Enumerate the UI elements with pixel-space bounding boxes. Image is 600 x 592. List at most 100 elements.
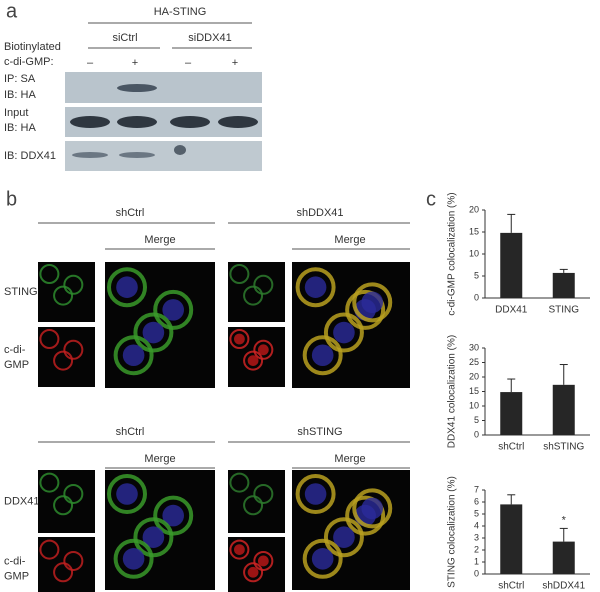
row-label: DDX41 [4,495,39,507]
bar [552,541,575,574]
cell [253,550,274,571]
nucleus [361,291,384,314]
y-axis-label: DDX41 colocalization (%) [447,335,458,448]
cell [133,517,174,558]
group-label: siCtrl [112,32,137,44]
nucleus [247,566,259,578]
bar [500,392,523,435]
panel-label: a [6,0,18,22]
cell [352,282,393,323]
panel-label: c [426,188,436,210]
error-bar [559,268,568,273]
cell [253,274,274,295]
cell [153,289,194,330]
cell [63,483,84,504]
micrograph [38,470,95,533]
blot-label: IB: DDX41 [4,150,56,162]
nucleus [234,333,245,345]
y-tick-label: 3 [474,532,479,542]
merge-label: Merge [334,234,365,246]
x-tick-label: STING [548,305,579,316]
x-tick-label: shSTING [543,442,584,453]
y-tick-label: 10 [469,400,479,410]
x-tick-label: shCtrl [498,442,524,453]
cell [53,350,74,371]
cell [253,483,274,504]
blot [65,107,262,137]
cell [352,488,393,529]
bar [500,504,523,574]
nucleus [162,504,184,527]
cell [39,539,60,560]
y-axis-label: STING colocalization (%) [447,476,458,588]
blot-label: IB: HA [4,122,36,134]
y-tick-label: 5 [474,508,479,518]
cell [345,495,386,536]
y-tick-label: 6 [474,496,479,506]
nucleus [116,483,138,505]
blot [65,72,262,103]
nucleus [142,526,165,548]
row-label: GMP [4,570,29,582]
x-tick-label: shDDX41 [542,581,585,592]
row-header: Biotinylated [4,41,61,53]
y-tick-label: 30 [469,342,479,352]
error-bar [507,494,516,505]
bar [500,232,523,298]
cell [39,472,60,493]
row-label: c-di- [4,555,26,567]
nucleus [304,276,327,299]
error-bar [559,527,568,542]
cell [153,495,194,536]
cell [243,350,264,371]
nucleus [116,276,138,299]
nucleus [122,344,145,367]
nucleus [162,299,184,321]
bar [552,384,575,435]
panel-label: b [6,188,17,210]
cell [253,339,274,360]
cell [63,274,84,295]
nucleus [333,526,355,548]
cell [63,550,84,571]
y-axis-label: c-di-GMP colocalization (%) [447,192,458,315]
lane-label: + [232,57,238,69]
y-tick-label: 15 [469,386,479,396]
cell [302,538,343,579]
cell [323,312,364,353]
cell [39,264,60,284]
error-bar [507,378,516,393]
y-tick-label: 15 [469,226,479,236]
row-header: c-di-GMP: [4,56,54,68]
nucleus [361,497,384,520]
y-tick-label: 5 [474,270,479,280]
annotation: * [562,514,567,526]
y-tick-label: 5 [474,415,479,425]
cell [295,267,336,308]
lane-label: – [185,57,192,69]
merge-label: Merge [144,234,175,246]
row-label: STING [4,286,38,298]
cell [243,495,264,516]
y-tick-label: 4 [474,520,479,530]
cell [107,474,147,514]
group-label: shCtrl [116,207,145,219]
y-tick-label: 25 [469,357,479,367]
cell [53,562,74,583]
y-tick-label: 10 [469,248,479,258]
blot-label: IP: SA [4,73,36,85]
cell [229,539,250,560]
y-tick-label: 20 [469,371,479,381]
row-label: c-di- [4,344,26,356]
group-label: shDDX41 [296,207,343,219]
y-tick-label: 20 [469,204,479,214]
y-tick-label: 0 [474,292,479,302]
blot-label: IB: HA [4,89,36,101]
cell [39,329,60,349]
cell [243,285,264,306]
cell [345,289,386,330]
cell [107,267,147,308]
cell [243,562,264,583]
